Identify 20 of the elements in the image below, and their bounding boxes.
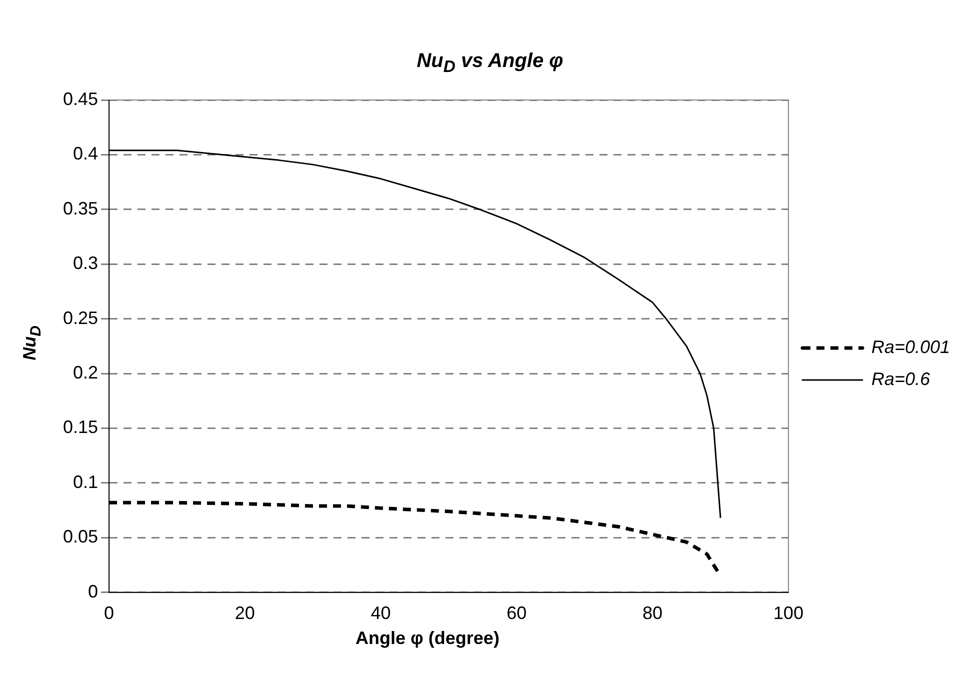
x-axis-title: Angle φ (degree): [354, 628, 500, 649]
x-tick-label: 80: [642, 603, 663, 624]
y-tick-label: 0.2: [73, 362, 98, 383]
legend-label: Ra=0.6: [871, 369, 931, 389]
chart-title: Nu$_{D}$ vs Angle φ: [416, 50, 564, 77]
x-tick-label: 100: [773, 603, 804, 624]
y-tick-label: 0.3: [73, 253, 98, 274]
x-tick-label: 20: [234, 603, 255, 624]
y-tick-label: 0.1: [73, 472, 98, 492]
x-tick-label: 40: [370, 603, 391, 624]
x-tick-label: 0: [104, 603, 114, 624]
y-tick-label: 0.4: [73, 144, 98, 164]
y-tick-label: 0.05: [62, 526, 98, 547]
legend-label: Ra=0.001: [871, 337, 950, 357]
y-tick-label: 0.35: [62, 198, 98, 218]
y-tick-label: 0: [88, 581, 98, 602]
y-tick-label: 0.15: [62, 417, 98, 438]
y-tick-label: 0.45: [62, 88, 98, 109]
y-tick-label: 0.25: [62, 308, 98, 328]
x-tick-label: 60: [506, 603, 527, 624]
